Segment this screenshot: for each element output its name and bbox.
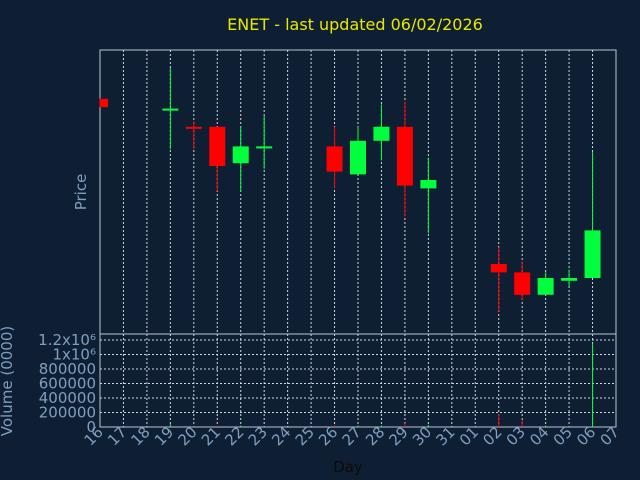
candle-body <box>396 126 413 186</box>
chart-title: ENET - last updated 06/02/2026 <box>227 15 483 34</box>
candle-body <box>420 180 437 189</box>
volume-tick-label: 1x10⁶ <box>52 346 96 364</box>
x-axis-label: Day <box>333 458 363 476</box>
candle-body <box>100 98 108 108</box>
volume-tick-label: 0 <box>86 418 96 436</box>
candle-body <box>537 278 554 295</box>
candle-body <box>350 140 366 175</box>
volume-tick-label: 600000 <box>39 375 96 393</box>
candle-body <box>326 146 343 172</box>
candle-body <box>490 264 507 273</box>
candle-body <box>162 108 179 111</box>
candle-body <box>584 230 601 278</box>
candle-body <box>514 272 531 295</box>
candle-body <box>256 146 273 149</box>
volume-tick-label: 400000 <box>39 389 96 407</box>
volume-tick-label: 200000 <box>39 404 96 422</box>
price-axis-label: Price <box>72 174 90 211</box>
volume-axis-label: Volume (0000) <box>0 326 16 436</box>
candle-body <box>232 146 249 164</box>
volume-tick-label: 800000 <box>39 360 96 378</box>
volume-tick-label: 1.2x10⁶ <box>38 331 96 349</box>
candle-body <box>185 126 202 129</box>
candle-body <box>561 278 578 281</box>
candle-body <box>373 126 390 141</box>
candle-body <box>209 126 226 166</box>
